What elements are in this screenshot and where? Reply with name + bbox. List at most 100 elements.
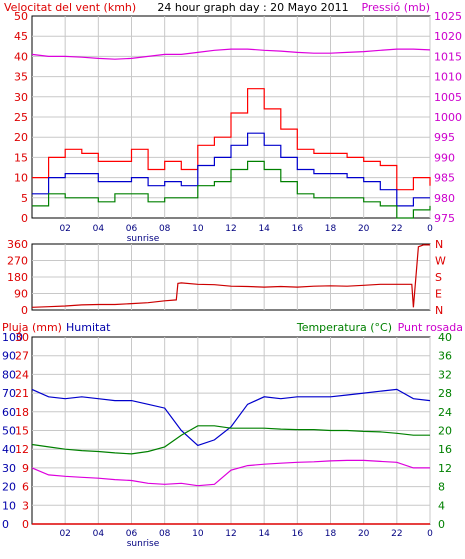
wind-y-tick-5: 5	[21, 192, 28, 205]
humidity-y-tick-0: 0	[2, 518, 9, 531]
series-lines	[31, 48, 431, 525]
series-gust	[32, 88, 431, 191]
climate-x-tick-10: 10	[192, 529, 204, 539]
series-avg	[32, 132, 430, 207]
compass-N-0: N	[435, 304, 443, 317]
wind-y-tick-35: 35	[14, 71, 28, 84]
rain-y-tick-0: 0	[22, 518, 29, 531]
wind-y-tick-40: 40	[14, 50, 28, 63]
rain-y-tick-18: 18	[15, 406, 29, 419]
humidity-y-tick-70: 70	[2, 387, 16, 400]
climate-x-tick-04: 04	[93, 529, 105, 539]
rain-y-tick-12: 12	[15, 443, 29, 456]
rain-y-tick-21: 21	[15, 387, 29, 400]
pressure-y-tick-1010: 1010	[434, 71, 462, 84]
climate-x-tick-22: 22	[391, 529, 402, 539]
wind-y-tick-0: 0	[21, 212, 28, 225]
temperature-y-tick-0: 0	[438, 518, 445, 531]
pressure-y-tick-1005: 1005	[434, 91, 462, 104]
humidity-y-tick-50: 50	[2, 425, 16, 438]
sunrise-label-bottom: sunrise	[127, 539, 160, 549]
temperature-y-tick-24: 24	[438, 406, 452, 419]
pressure-y-tick-1020: 1020	[434, 30, 462, 43]
climate-x-tick-20: 20	[358, 529, 370, 539]
temperature-y-tick-20: 20	[438, 425, 452, 438]
wind-y-tick-30: 30	[14, 91, 28, 104]
temperature-y-tick-4: 4	[438, 499, 445, 512]
climate-x-tick-06: 06	[126, 529, 138, 539]
series-direction	[31, 244, 430, 308]
rain-y-tick-24: 24	[15, 368, 29, 381]
rain-y-tick-30: 30	[15, 331, 29, 344]
climate-x-tick-16: 16	[292, 529, 304, 539]
direction-y-tick-270: 270	[7, 255, 28, 268]
pressure-y-tick-975: 975	[434, 212, 455, 225]
pressure-label: Pressió (mb)	[361, 1, 430, 14]
wind-x-tick-06: 06	[126, 224, 138, 234]
legend-dewpoint: Punt rosada	[398, 321, 463, 334]
wind-x-tick-14: 14	[258, 224, 270, 234]
wind-x-tick-0: 0	[427, 224, 433, 234]
rain-y-tick-6: 6	[22, 481, 29, 494]
series-min	[32, 160, 431, 219]
climate-x-tick-18: 18	[325, 529, 337, 539]
climate-x-tick-12: 12	[225, 529, 236, 539]
temperature-y-tick-32: 32	[438, 368, 452, 381]
pressure-y-tick-1015: 1015	[434, 50, 462, 63]
wind-speed-label: Velocitat del vent (kmh)	[4, 1, 136, 14]
temperature-y-tick-28: 28	[438, 387, 452, 400]
pressure-y-tick-1025: 1025	[434, 10, 462, 23]
compass-S-2: S	[435, 271, 442, 284]
pressure-y-tick-985: 985	[434, 172, 455, 185]
humidity-y-tick-80: 80	[2, 368, 16, 381]
climate-x-tick-02: 02	[59, 529, 70, 539]
wind-x-tick-18: 18	[325, 224, 337, 234]
humidity-y-tick-90: 90	[2, 350, 16, 363]
legend-humidity: Humitat	[66, 321, 111, 334]
series-pressure	[31, 48, 431, 60]
rain-y-tick-3: 3	[22, 499, 29, 512]
chart-title: 24 hour graph day : 20 Mayo 2011	[157, 1, 348, 14]
wind-x-tick-20: 20	[358, 224, 370, 234]
series-dewpoint	[31, 459, 430, 487]
pressure-y-tick-995: 995	[434, 131, 455, 144]
pressure-y-tick-990: 990	[434, 151, 455, 164]
humidity-y-tick-60: 60	[2, 406, 16, 419]
temperature-y-tick-12: 12	[438, 462, 452, 475]
compass-W-3: W	[435, 255, 446, 268]
direction-y-tick-90: 90	[14, 288, 28, 301]
direction-y-tick-0: 0	[21, 304, 28, 317]
wind-x-tick-04: 04	[93, 224, 105, 234]
wind-x-tick-08: 08	[159, 224, 171, 234]
direction-y-tick-360: 360	[7, 238, 28, 251]
humidity-y-tick-10: 10	[2, 499, 16, 512]
sunrise-label-top: sunrise	[127, 234, 160, 244]
humidity-y-tick-100: 100	[2, 331, 23, 344]
legend-temperature: Temperatura (°C)	[296, 321, 392, 334]
temperature-y-tick-8: 8	[438, 481, 445, 494]
temperature-y-tick-40: 40	[438, 331, 452, 344]
humidity-y-tick-40: 40	[2, 443, 16, 456]
wind-x-tick-16: 16	[292, 224, 304, 234]
climate-x-tick-08: 08	[159, 529, 171, 539]
rain-y-tick-9: 9	[22, 462, 29, 475]
wind-y-tick-50: 50	[14, 10, 28, 23]
compass-N-4: N	[435, 238, 443, 251]
wind-x-tick-12: 12	[225, 224, 236, 234]
pressure-y-tick-1000: 1000	[434, 111, 462, 124]
climate-x-tick-0: 0	[427, 529, 433, 539]
humidity-y-tick-20: 20	[2, 481, 16, 494]
compass-E-1: E	[435, 288, 442, 301]
series-temperature	[31, 425, 430, 455]
wind-x-tick-02: 02	[59, 224, 70, 234]
direction-y-tick-180: 180	[7, 271, 28, 284]
temperature-y-tick-16: 16	[438, 443, 452, 456]
axis-labels: 0510152025303540455097598098599099510001…	[2, 10, 462, 539]
wind-x-tick-10: 10	[192, 224, 204, 234]
wind-x-tick-22: 22	[391, 224, 402, 234]
series-humidity	[31, 388, 431, 447]
temperature-y-tick-36: 36	[438, 350, 452, 363]
legend-rain: Pluja (mm)	[2, 321, 62, 334]
